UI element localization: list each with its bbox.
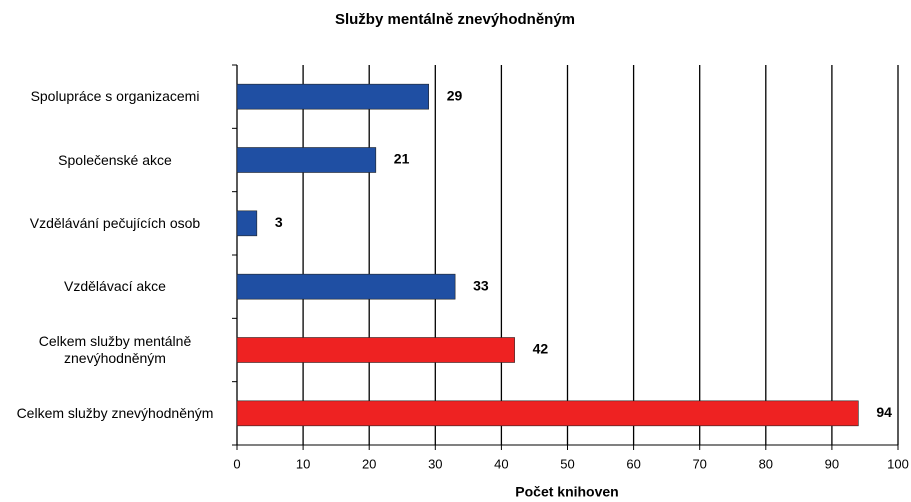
value-label: 3	[275, 214, 283, 230]
value-label: 33	[473, 277, 489, 293]
y-tick-label: Společenské akce	[58, 151, 172, 168]
x-tick-label: 0	[233, 456, 240, 471]
y-tick-label: Spolupráce s organizacemi	[30, 88, 200, 105]
chart-title: Služby mentálně znevýhodněným	[335, 11, 575, 28]
value-label: 94	[876, 404, 892, 420]
y-tick-label: Celkem služby mentálně znevýhodněným	[38, 333, 192, 366]
x-tick-label: 20	[362, 456, 376, 471]
x-tick-label: 80	[759, 456, 773, 471]
value-label: 29	[447, 87, 463, 103]
x-tick-label: 100	[887, 456, 909, 471]
y-tick-label: Vzdělávací akce	[64, 278, 166, 295]
x-tick-label: 90	[825, 456, 839, 471]
value-label: 21	[394, 151, 410, 167]
bar	[236, 210, 258, 237]
bar	[236, 273, 456, 300]
x-tick-label: 60	[626, 456, 640, 471]
x-tick-label: 50	[560, 456, 574, 471]
x-tick-label: 10	[296, 456, 310, 471]
y-tick-label: Celkem služby znevýhodněným	[16, 404, 214, 421]
bar	[236, 147, 377, 173]
x-axis-label: Počet knihoven	[515, 484, 618, 500]
value-label: 42	[533, 341, 549, 357]
bar	[236, 400, 859, 427]
x-tick-label: 30	[428, 456, 442, 471]
x-tick-label: 40	[494, 456, 508, 471]
bar	[236, 337, 515, 363]
bar	[236, 83, 429, 110]
x-tick-label: 70	[692, 456, 706, 471]
y-tick-label: Vzdělávání pečujících osob	[29, 214, 201, 231]
